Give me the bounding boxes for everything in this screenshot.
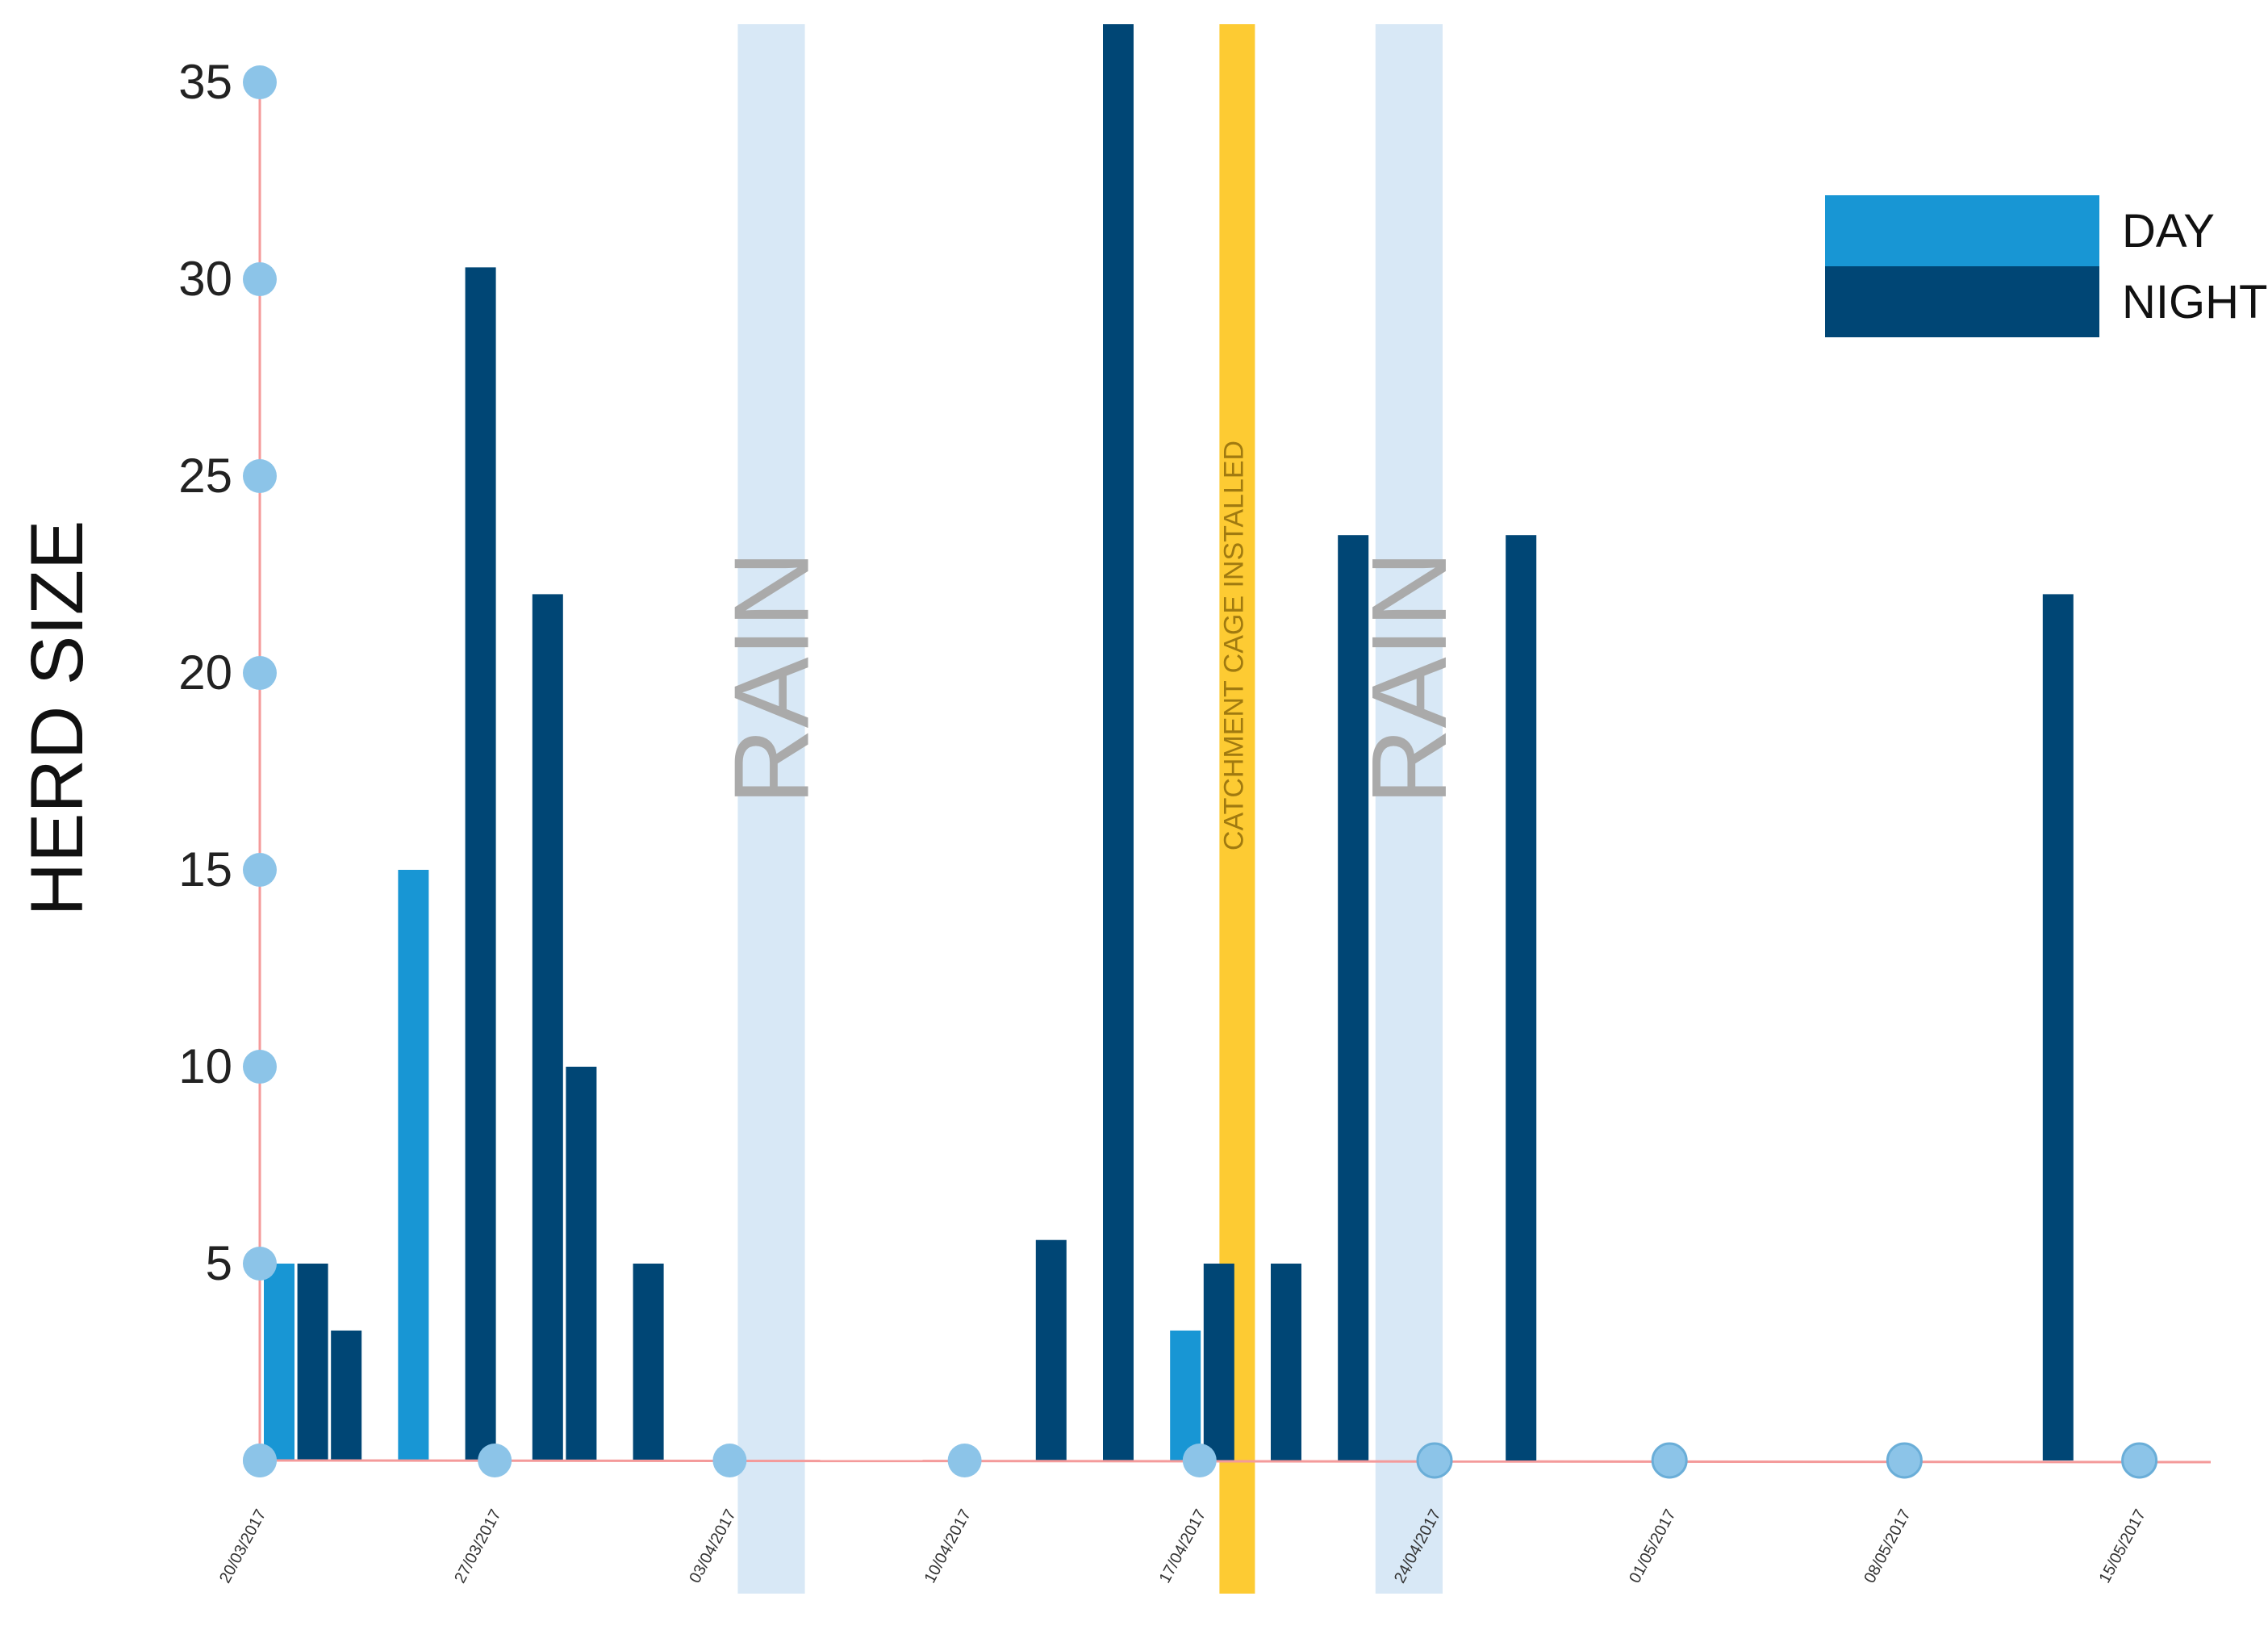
x-tick-marker: [712, 1444, 747, 1477]
x-tick-label: 10/04/2017: [921, 1506, 975, 1586]
x-tick-marker: [1416, 1442, 1453, 1479]
x-tick-marker: [947, 1444, 982, 1477]
rain-band: [1375, 24, 1443, 1594]
y-tick-marker: [243, 1247, 277, 1281]
x-tick-marker: [243, 1444, 277, 1477]
x-tick-marker: [1182, 1444, 1217, 1477]
x-tick-label: 20/03/2017: [216, 1506, 269, 1586]
legend-label-day: DAY: [2122, 205, 2215, 257]
legend-swatch-day: [1825, 195, 2099, 266]
annotation-labels: RAIN RAIN CATCHMENT CAGE INSTALLED: [712, 441, 1468, 850]
rain-band: [737, 24, 805, 1594]
bar-night: [633, 1264, 664, 1460]
x-tick-marker: [1886, 1442, 1923, 1479]
y-tick-marker: [243, 1050, 277, 1084]
bar-night: [1203, 1264, 1234, 1460]
catchment-cage-label: CATCHMENT CAGE INSTALLED: [1218, 441, 1249, 850]
bar-night: [465, 267, 496, 1460]
y-axis-title: HERD SIZE: [16, 520, 98, 917]
y-tick-label: 20: [178, 646, 232, 700]
y-tick-marker: [243, 459, 277, 493]
y-tick-label: 15: [178, 842, 232, 896]
y-tick-marker: [243, 65, 277, 99]
bar-night: [2042, 594, 2074, 1460]
bar-night: [297, 1264, 328, 1460]
y-tick-marker: [243, 262, 277, 296]
x-tick-label: 01/05/2017: [1626, 1506, 1679, 1586]
y-tick-label: 35: [178, 55, 232, 109]
bar-night: [1506, 535, 1537, 1461]
x-tick-marker: [478, 1444, 512, 1477]
rain-band-label: RAIN: [712, 550, 831, 804]
bar-day: [1170, 1330, 1201, 1460]
legend-swatch-night: [1825, 266, 2099, 337]
x-tick-label: 17/04/2017: [1156, 1506, 1209, 1586]
y-tick-label: 10: [178, 1039, 232, 1093]
x-tick-marker: [2121, 1442, 2158, 1479]
axes: [243, 65, 2212, 1479]
rain-band-label: RAIN: [1350, 550, 1468, 804]
x-tick-label: 03/04/2017: [686, 1506, 739, 1586]
bar-night: [1271, 1264, 1301, 1460]
y-tick-label: 25: [178, 449, 232, 503]
bar-day: [398, 870, 429, 1460]
bar-marks: [264, 24, 2074, 1461]
legend: DAY NIGHT: [1825, 195, 2267, 337]
y-tick-label: 30: [178, 252, 232, 306]
x-axis-line: [259, 1459, 2212, 1464]
x-tick-label: 27/03/2017: [451, 1506, 504, 1586]
bar-day: [264, 1264, 294, 1460]
annotation-bands: [737, 24, 1443, 1594]
x-tick-label: 15/05/2017: [2096, 1506, 2149, 1586]
x-tick-marker: [1651, 1442, 1688, 1479]
y-tick-marker: [243, 656, 277, 690]
bar-night: [331, 1330, 362, 1460]
bar-night: [532, 594, 563, 1460]
y-tick-label: 5: [206, 1236, 232, 1290]
legend-label-night: NIGHT: [2122, 276, 2267, 328]
bar-night: [1103, 24, 1134, 1460]
y-tick-marker: [243, 853, 277, 887]
bar-night: [566, 1067, 597, 1460]
x-tick-label: 08/05/2017: [1861, 1506, 1914, 1586]
bar-night: [1338, 535, 1369, 1461]
bar-night: [1035, 1239, 1067, 1460]
